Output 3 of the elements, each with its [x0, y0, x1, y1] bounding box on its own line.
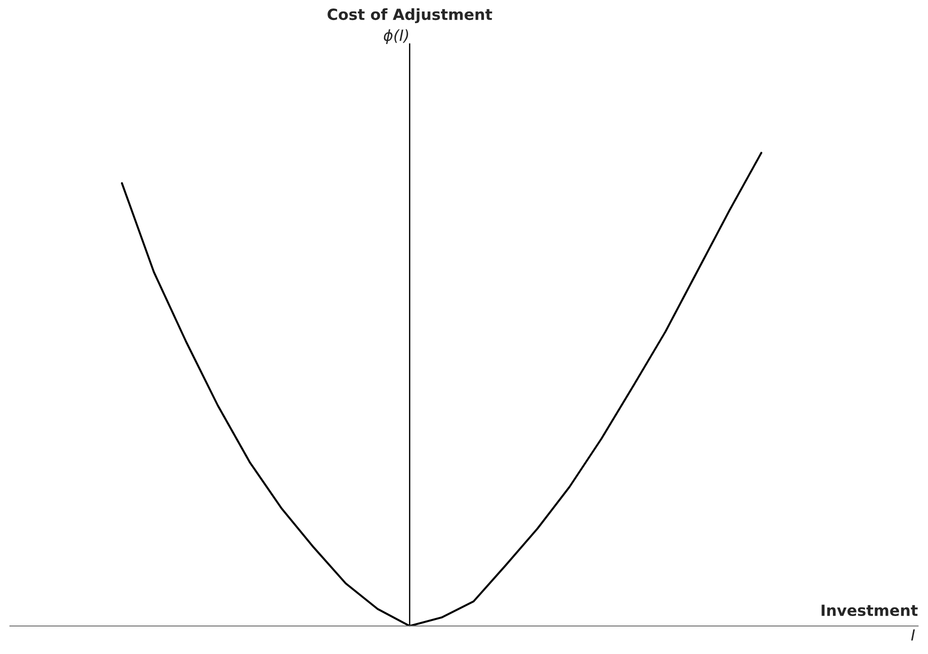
x-axis-title: Investment I: [822, 604, 918, 641]
text: Cost of Adjustment: [328, 8, 492, 24]
text: ϕ(I): [384, 29, 408, 44]
